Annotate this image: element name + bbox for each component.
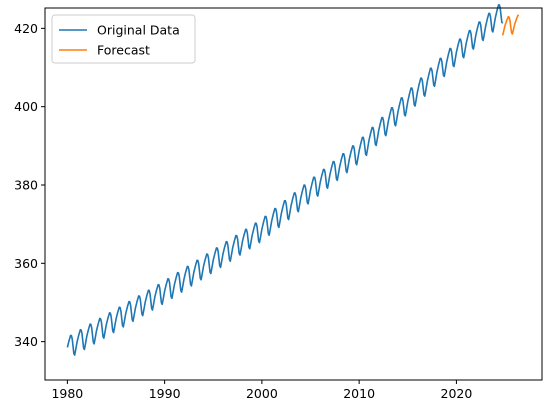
y-tick-label: 360 — [14, 256, 38, 271]
x-axis: 1980 1990 2000 2010 2020 — [51, 380, 472, 401]
legend: Original Data Forecast — [51, 14, 196, 64]
y-axis: 340 360 380 400 420 — [14, 21, 45, 349]
x-tick-label: 1980 — [51, 386, 83, 401]
x-tick-label: 2010 — [343, 386, 375, 401]
series-line-forecast — [501, 14, 520, 36]
y-tick-label: 400 — [14, 99, 38, 114]
legend-box — [51, 14, 196, 64]
x-tick-label: 2000 — [246, 386, 278, 401]
x-tick-label: 2020 — [441, 386, 473, 401]
y-tick-label: 420 — [14, 21, 38, 36]
series-line-original-data — [66, 4, 504, 356]
y-tick-label: 380 — [14, 177, 38, 192]
plot-lines — [66, 4, 520, 356]
legend-label: Forecast — [97, 43, 150, 58]
y-tick-label: 340 — [14, 334, 38, 349]
legend-label: Original Data — [97, 23, 180, 38]
plot-frame — [44, 7, 543, 381]
x-tick-label: 1990 — [149, 386, 181, 401]
